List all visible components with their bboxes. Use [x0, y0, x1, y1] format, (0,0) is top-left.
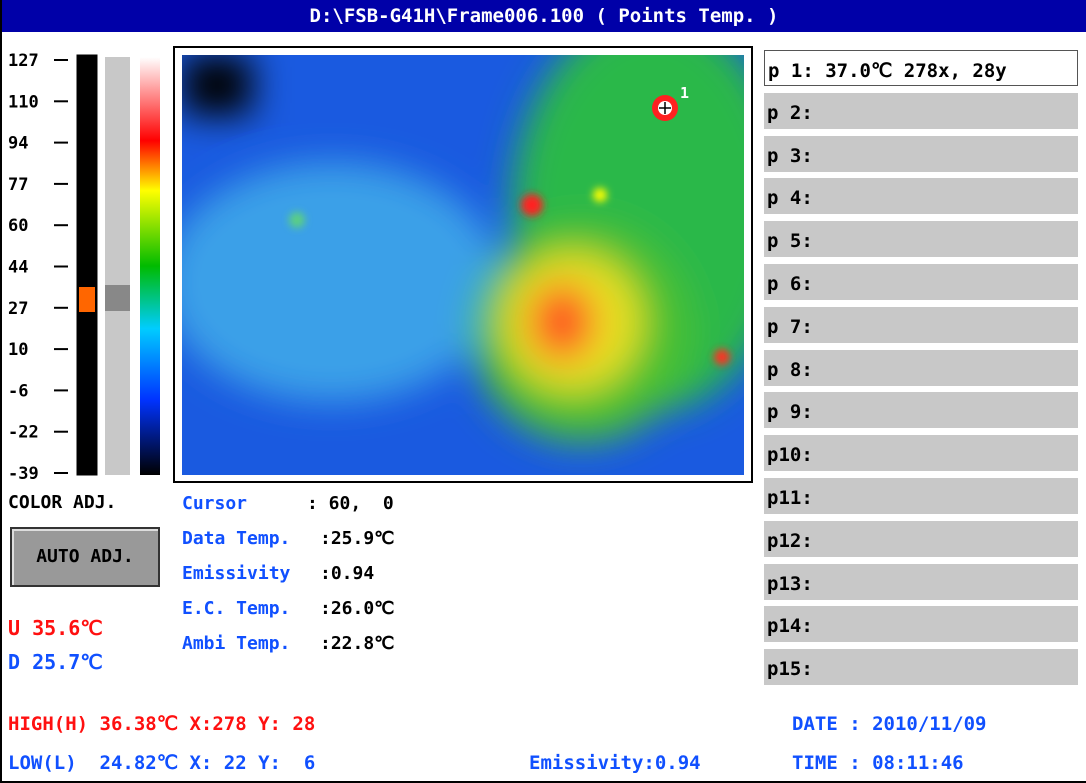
point-label: p 2: — [767, 102, 813, 124]
emissivity-footer: Emissivity:0.94 — [529, 752, 701, 774]
info-label: Data Temp. — [182, 528, 290, 549]
point-label: p12: — [767, 530, 813, 552]
point-row: p14: — [764, 606, 1078, 642]
point-label: p 4: — [767, 187, 813, 209]
info-value: :22.8℃ — [320, 633, 394, 654]
high-reading: HIGH(H) 36.38℃ X:278 Y: 28 — [8, 713, 315, 735]
scale-label: 10 — [8, 340, 28, 360]
point-row: p 5: — [764, 221, 1078, 257]
point-label: p11: — [767, 487, 813, 509]
point-label: p 5: — [767, 230, 813, 252]
scale-label: -22 — [8, 423, 39, 443]
thermal-panel: 127 110 94 77 60 44 27 10 -6 -22 -39 — [2, 32, 762, 522]
screen: D:\FSB-G41H\Frame006.100 ( Points Temp. … — [0, 0, 1086, 783]
gray-bar — [105, 57, 130, 475]
scale-label: 77 — [8, 175, 28, 195]
point-label: p 7: — [767, 316, 813, 338]
point-row: p15: — [764, 649, 1078, 685]
point-row: p13: — [764, 564, 1078, 600]
scale-label: 44 — [8, 258, 28, 278]
low-reading: LOW(L) 24.82℃ X: 22 Y: 6 — [8, 752, 315, 774]
scale-label: 60 — [8, 216, 28, 236]
level-marker — [79, 287, 95, 312]
point-value: 37.0℃ 278x, 28y — [825, 60, 1006, 82]
point-label: p 3: — [767, 145, 813, 167]
scale-label: 94 — [8, 134, 28, 154]
point-label: p 1: — [768, 60, 814, 82]
info-label: Emissivity — [182, 563, 290, 584]
gray-marker — [105, 285, 130, 311]
point-row: p 2: — [764, 93, 1078, 129]
point-row: p 9: — [764, 392, 1078, 428]
thermal-image — [162, 32, 762, 475]
point-row: p10: — [764, 435, 1078, 471]
point-row: p 4: — [764, 178, 1078, 214]
color-adj-label: COLOR ADJ. — [8, 492, 116, 513]
info-value: :26.0℃ — [320, 598, 394, 619]
point-row: p 3: — [764, 136, 1078, 172]
scale-label: 110 — [8, 92, 39, 112]
point-label: p 6: — [767, 273, 813, 295]
info-value: : 60, 0 — [307, 493, 394, 514]
point-label: p15: — [767, 658, 813, 680]
scale-label: -39 — [8, 464, 39, 484]
info-value: :0.94 — [320, 563, 374, 584]
info-label: E.C. Temp. — [182, 598, 290, 619]
level-bar — [77, 55, 97, 475]
upper-limit: U 35.6℃ — [8, 616, 103, 640]
point-marker: 1 — [680, 84, 689, 102]
point-row: p 7: — [764, 307, 1078, 343]
point-row: p 1: 37.0℃ 278x, 28y — [764, 50, 1078, 86]
info-label: Ambi Temp. — [182, 633, 290, 654]
point-label: p13: — [767, 573, 813, 595]
point-label: p10: — [767, 444, 813, 466]
point-row: p11: — [764, 478, 1078, 514]
point-label: p 9: — [767, 401, 813, 423]
scale-label: 127 — [8, 51, 39, 71]
point-label: p14: — [767, 615, 813, 637]
color-bar — [140, 57, 160, 475]
point-label: p 8: — [767, 359, 813, 381]
info-value: :25.9℃ — [320, 528, 394, 549]
info-label: Cursor — [182, 493, 247, 514]
point-row: p 6: — [764, 264, 1078, 300]
title-bar: D:\FSB-G41H\Frame006.100 ( Points Temp. … — [2, 0, 1086, 32]
date: DATE : 2010/11/09 — [792, 713, 986, 735]
scale-label: -6 — [8, 381, 28, 401]
time: TIME : 08:11:46 — [792, 752, 964, 774]
scale-label: 27 — [8, 299, 28, 319]
auto-adj-button[interactable]: AUTO ADJ. — [10, 527, 160, 587]
lower-limit: D 25.7℃ — [8, 650, 103, 674]
point-row: p12: — [764, 521, 1078, 557]
point-row: p 8: — [764, 350, 1078, 386]
